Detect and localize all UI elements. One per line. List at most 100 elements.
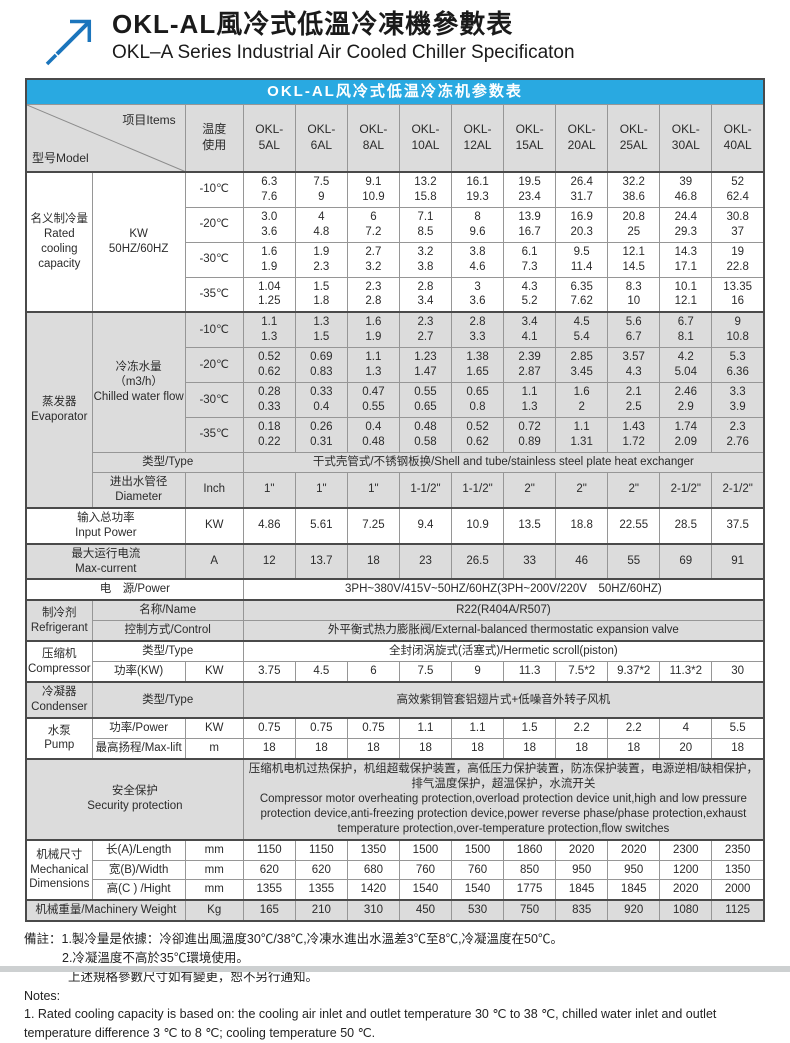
spec-value-cell: 1500: [450, 838, 505, 861]
spec-value-cell: 1.6 2: [555, 382, 609, 418]
table-row: -35℃ 0.18 0.22 0.26 0.31 0.4 0.48 0.48 0.58 0…: [26, 417, 765, 453]
spec-value-cell: 0.55 0.65: [398, 382, 453, 418]
spec-value-cell: 1.9 2.3: [294, 241, 348, 278]
spec-label-cell: 控制方式/Control: [91, 620, 244, 642]
spec-value-cell: 0.65 0.8: [450, 382, 505, 418]
spec-value-cell: 1355: [242, 879, 296, 901]
spec-value-cell: 4: [659, 716, 713, 739]
table-title-row: OKL-AL风冷式低温冷冻机参数表: [25, 78, 765, 105]
spec-value-cell: 1.5 1.8: [294, 276, 348, 313]
items-header-label: 项目Items: [122, 112, 176, 127]
table-row: -20℃ 3.0 3.6 4 4.8 6 7.2 7.1 8.5 8 9.6 13.9 16…: [26, 206, 765, 243]
spec-label-cell: 名称/Name: [91, 599, 244, 622]
spec-value-cell: 1080: [659, 899, 713, 922]
spec-value-cell: 2.85 3.45: [555, 347, 609, 384]
table-row: 控制方式/Control 外平衡式热力膨胀阀/External-balanced …: [26, 620, 765, 642]
table-row: 最高扬程/Max-lift m 18 18 18 18 18 18 18 18 20 18: [26, 737, 765, 760]
spec-value-cell: 5.61: [294, 506, 348, 545]
spec-value-cell: 39 46.8: [659, 170, 713, 208]
spec-value-cell: 9.4: [398, 506, 453, 545]
spec-value-cell: 2-1/2": [659, 471, 713, 509]
spec-value-cell: 6: [346, 661, 400, 683]
model-column-header: OKL- 30AL: [659, 103, 713, 173]
spec-value-cell: 2.46 2.9: [659, 382, 713, 418]
spec-label-cell: 安全保护 Security protection: [25, 757, 244, 841]
spec-label-cell: 类型/Type: [91, 681, 244, 719]
spec-value-cell: 11.3: [503, 661, 557, 683]
spec-value-cell: 7.25: [346, 506, 400, 545]
spec-value-cell: 0.18 0.22: [242, 417, 296, 453]
spec-value-cell: 2300: [659, 838, 713, 861]
spec-value-cell: 2.1 2.5: [607, 382, 661, 418]
spec-value-cell: 1500: [398, 838, 453, 861]
spec-value-cell: 1350: [711, 859, 765, 881]
spec-value-cell: 6 7.2: [346, 206, 400, 243]
spec-value-cell: 1.1 1.3: [242, 311, 296, 349]
spec-value-cell: 12.1 14.5: [607, 241, 661, 278]
spec-label-cell: 制冷剂 Refrigerant: [25, 599, 93, 642]
spec-label-cell: 功率/Power: [91, 716, 186, 739]
notes: 備註：1.製冷量是依據：冷卻進出風溫度30℃/38℃,冷凍水進出水溫差3℃至8℃…: [24, 930, 766, 1043]
spec-label-cell: -10℃: [184, 170, 244, 208]
spec-label-cell: -20℃: [184, 206, 244, 243]
spec-value-cell: 1.1 1.3: [346, 347, 400, 384]
note-line: 1. Rated cooling capacity is based on: t…: [24, 1007, 717, 1041]
page-subtitle: OKL–A Series Industrial Air Cooled Chill…: [112, 41, 575, 63]
spec-value-cell: 26.5: [450, 542, 505, 580]
model-header-label: 型号Model: [32, 151, 89, 166]
spec-value-cell: 530: [450, 899, 505, 922]
spec-label-cell: 类型/Type: [91, 640, 244, 663]
spec-value-cell: 0.69 0.83: [294, 347, 348, 384]
spec-value-cell: 0.52 0.62: [450, 417, 505, 453]
spec-value-cell: 5.3 6.36: [711, 347, 765, 384]
spec-value-cell: 4.5 5.4: [555, 311, 609, 349]
table-row: 最大运行电流 Max-current A 12 13.7 18 23 26.5 33 46 55 6…: [25, 542, 765, 580]
spec-label-cell: 电 源/Power: [25, 578, 244, 601]
table-row: 机械重量/Machinery Weight Kg 165 210 310 450 530 75…: [25, 899, 765, 922]
spec-value-cell: 1.6 1.9: [242, 241, 296, 278]
spec-value-cell: 1125: [711, 899, 765, 922]
spec-value-cell: 1540: [450, 879, 505, 901]
spec-value-cell: 1350: [346, 838, 400, 861]
spec-value-cell: 5.5: [711, 716, 765, 739]
spec-value-cell: 2000: [711, 879, 765, 901]
spec-label-cell: 输入总功率 Input Power: [25, 506, 186, 545]
table-row: -20℃ 0.52 0.62 0.69 0.83 1.1 1.3 1.23 1.47 1.…: [26, 347, 765, 384]
spec-table: OKL-AL风冷式低温冷冻机参数表 型号Model 项目Items 温度 使用 …: [25, 78, 765, 923]
spec-value-cell: 23: [398, 542, 453, 580]
spec-value-cell: 8.3 10: [607, 276, 661, 313]
spec-value-cell: 1": [242, 471, 296, 509]
spec-value-cell: 18: [450, 737, 505, 760]
spec-value-cell: 6.35 7.62: [555, 276, 609, 313]
spec-value-cell: 20: [659, 737, 713, 760]
spec-value-cell: 12: [242, 542, 296, 580]
spec-value-cell: 0.48 0.58: [398, 417, 453, 453]
spec-value-cell: 18: [607, 737, 661, 760]
spec-value-cell: 0.75: [346, 716, 400, 739]
spec-label-cell: 长(A)/Length: [91, 838, 186, 861]
spec-label-cell: mm: [184, 859, 244, 881]
spec-value-cell: 0.47 0.55: [346, 382, 400, 418]
bottom-page-strip: [0, 966, 790, 972]
spec-label-cell: -35℃: [184, 276, 244, 313]
page-titles: OKL-AL風冷式低溫冷凍機參數表 OKL–A Series Industria…: [112, 9, 575, 64]
spec-label-cell: 进出水管径 Diameter: [91, 471, 186, 509]
spec-value-cell: 2.8 3.3: [450, 311, 505, 349]
spec-value-cell: 835: [555, 899, 609, 922]
spec-label-cell: 压缩机 Compressor: [25, 640, 93, 683]
spec-value-cell: 18: [346, 737, 400, 760]
spec-value-cell: 2020: [607, 838, 661, 861]
spec-value-cell: 4.86: [242, 506, 296, 545]
spec-value-cell: 1.1: [398, 716, 453, 739]
spec-label-cell: 最大运行电流 Max-current: [25, 542, 186, 580]
spec-value-cell: 2.8 3.4: [398, 276, 453, 313]
table-row: 类型/Type 干式壳管式/不锈钢板换/Shell and tube/stainl…: [26, 451, 765, 473]
spec-label-cell: mm: [184, 838, 244, 861]
spec-label-cell: mm: [184, 879, 244, 901]
spec-value-cell: 2350: [711, 838, 765, 861]
spec-value-cell: 0.75: [294, 716, 348, 739]
spec-value-cell: 3.8 4.6: [450, 241, 505, 278]
spec-value-cell: 1-1/2": [450, 471, 505, 509]
spec-label-cell: 冷冻水量（m3/h） Chilled water flow: [91, 311, 186, 453]
spec-value-cell: 2.3 2.7: [398, 311, 453, 349]
